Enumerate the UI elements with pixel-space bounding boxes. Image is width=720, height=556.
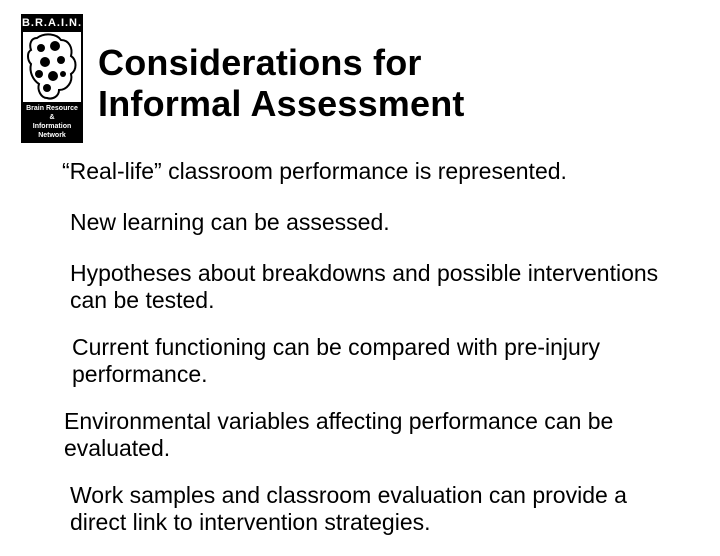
logo-sub-line1: Brain Resource bbox=[21, 104, 83, 113]
bullet-item: Current functioning can be compared with… bbox=[72, 334, 670, 388]
logo-sub-line3: Information Network bbox=[21, 122, 83, 140]
bullet-item: “Real-life” classroom performance is rep… bbox=[62, 158, 670, 185]
logo-subtitle: Brain Resource & Information Network bbox=[21, 102, 83, 143]
bullet-item: Environmental variables affecting perfor… bbox=[64, 408, 670, 462]
bullet-item: Work samples and classroom evaluation ca… bbox=[70, 482, 670, 536]
title-line1: Considerations for bbox=[98, 42, 422, 83]
title-line2: Informal Assessment bbox=[98, 83, 465, 124]
logo-graphic bbox=[21, 32, 83, 102]
bullet-item: Hypotheses about breakdowns and possible… bbox=[70, 260, 670, 314]
bullet-item: New learning can be assessed. bbox=[70, 209, 670, 236]
brain-logo: B.R.A.I.N. Brain Resource & Information … bbox=[21, 14, 83, 136]
page-title: Considerations for Informal Assessment bbox=[98, 42, 465, 124]
logo-sub-line2: & bbox=[21, 113, 83, 122]
bullet-list: “Real-life” classroom performance is rep… bbox=[62, 158, 670, 556]
logo-acronym: B.R.A.I.N. bbox=[21, 14, 83, 32]
